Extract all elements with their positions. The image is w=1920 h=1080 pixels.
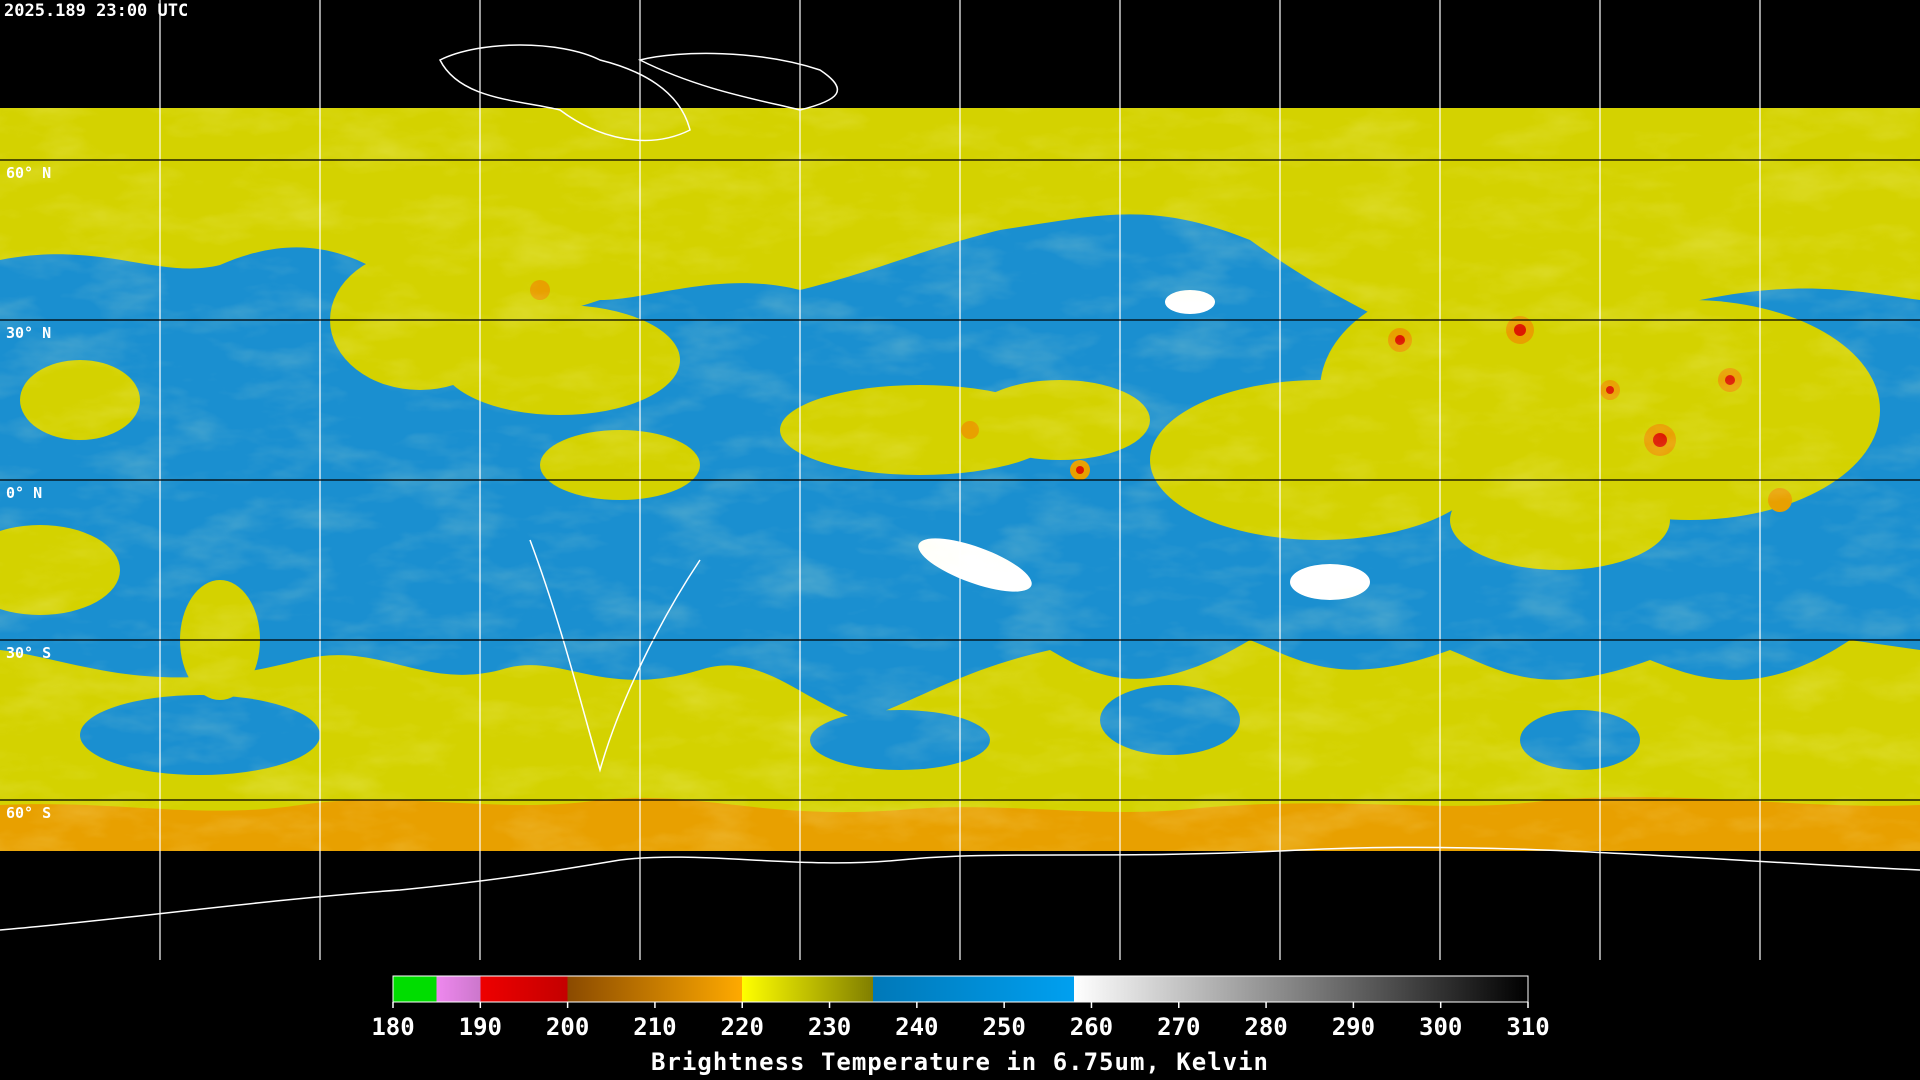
colorbar-tick-label: 190 <box>459 1013 502 1041</box>
colorbar-tick-label: 260 <box>1070 1013 1113 1041</box>
colorbar-tick-label: 310 <box>1506 1013 1549 1041</box>
timestamp: 2025.189 23:00 UTC <box>4 1 188 21</box>
colorbar-tick-label: 180 <box>371 1013 414 1041</box>
graticule <box>0 0 1920 960</box>
colorbar-tick-label: 240 <box>895 1013 938 1041</box>
colorbar-tick-label: 230 <box>808 1013 851 1041</box>
colorbar-tick-label: 290 <box>1332 1013 1375 1041</box>
colorbar-tick-label: 210 <box>633 1013 676 1041</box>
colorbar-tick-label: 280 <box>1244 1013 1287 1041</box>
colorbar-label: Brightness Temperature in 6.75um, Kelvin <box>651 1048 1269 1076</box>
colorbar-tick-label: 200 <box>546 1013 589 1041</box>
latitude-label: 30° N <box>6 324 51 342</box>
latitude-label: 60° S <box>6 804 51 822</box>
colorbar-tick-label: 300 <box>1419 1013 1462 1041</box>
colorbar-tick-label: 270 <box>1157 1013 1200 1041</box>
coastlines <box>0 44 1920 931</box>
colorbar-tick-label: 250 <box>982 1013 1025 1041</box>
latitude-label: 30° S <box>6 644 51 662</box>
colorbar-tick-label: 220 <box>721 1013 764 1041</box>
latitude-label: 60° N <box>6 164 51 182</box>
latitude-label: 0° N <box>6 484 42 502</box>
colorbar <box>392 975 1529 1003</box>
